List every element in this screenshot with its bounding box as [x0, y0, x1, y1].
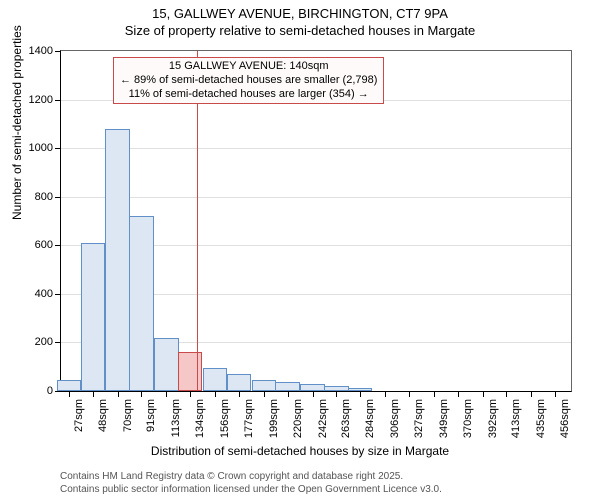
- footer-line1: Contains HM Land Registry data © Crown c…: [60, 470, 442, 483]
- annotation-line3: 11% of semi-detached houses are larger (…: [120, 88, 377, 102]
- gridline: [61, 197, 571, 198]
- xtick: [555, 391, 556, 397]
- y-axis-label: Number of semi-detached properties: [10, 25, 24, 220]
- annotation-box: 15 GALLWEY AVENUE: 140sqm← 89% of semi-d…: [113, 57, 384, 104]
- xtick: [239, 391, 240, 397]
- xtick-label: 70sqm: [122, 399, 134, 432]
- xtick-label: 306sqm: [389, 399, 401, 438]
- xtick: [360, 391, 361, 397]
- xtick: [215, 391, 216, 397]
- xtick-label: 349sqm: [438, 399, 450, 438]
- histogram-bar: [203, 368, 227, 391]
- histogram-bar: [105, 129, 129, 391]
- xtick-label: 242sqm: [317, 399, 329, 438]
- xtick-label: 113sqm: [170, 399, 182, 437]
- ytick-label: 1200: [29, 94, 61, 106]
- xtick-label: 263sqm: [340, 399, 352, 438]
- chart-area: 020040060080010001200140027sqm48sqm70sqm…: [60, 50, 570, 390]
- xtick: [69, 391, 70, 397]
- histogram-bar: [275, 382, 299, 391]
- xtick: [166, 391, 167, 397]
- chart-title-line1: 15, GALLWEY AVENUE, BIRCHINGTON, CT7 9PA: [0, 0, 600, 23]
- annotation-line1: 15 GALLWEY AVENUE: 140sqm: [120, 60, 377, 74]
- xtick: [264, 391, 265, 397]
- xtick-label: 220sqm: [292, 399, 304, 438]
- xtick-label: 156sqm: [219, 399, 231, 438]
- footer-line2: Contains public sector information licen…: [60, 483, 442, 496]
- xtick-label: 456sqm: [559, 399, 571, 438]
- plot-area: 020040060080010001200140027sqm48sqm70sqm…: [60, 50, 572, 392]
- xtick-label: 284sqm: [364, 399, 376, 438]
- histogram-bar: [129, 216, 153, 391]
- xtick-label: 435sqm: [535, 399, 547, 438]
- ytick-label: 600: [35, 239, 61, 251]
- xtick: [118, 391, 119, 397]
- xtick: [434, 391, 435, 397]
- annotation-line2: ← 89% of semi-detached houses are smalle…: [120, 74, 377, 88]
- xtick: [483, 391, 484, 397]
- xtick-label: 413sqm: [510, 399, 522, 438]
- ytick-label: 1400: [29, 45, 61, 57]
- chart-title-line2: Size of property relative to semi-detach…: [0, 23, 600, 38]
- xtick-label: 199sqm: [268, 399, 280, 438]
- histogram-bar: [81, 243, 105, 391]
- xtick: [313, 391, 314, 397]
- histogram-bar: [300, 384, 324, 391]
- xtick-label: 177sqm: [243, 399, 255, 438]
- xtick: [409, 391, 410, 397]
- ytick-label: 1000: [29, 142, 61, 154]
- ytick-label: 200: [35, 336, 61, 348]
- histogram-bar-highlight: [178, 352, 202, 391]
- ytick-label: 800: [35, 191, 61, 203]
- xtick-label: 134sqm: [194, 399, 206, 438]
- x-axis-label: Distribution of semi-detached houses by …: [0, 444, 600, 458]
- histogram-bar: [154, 338, 178, 391]
- xtick: [93, 391, 94, 397]
- xtick-label: 370sqm: [462, 399, 474, 438]
- histogram-bar: [57, 380, 81, 391]
- xtick-label: 91sqm: [145, 399, 157, 432]
- xtick: [141, 391, 142, 397]
- xtick: [288, 391, 289, 397]
- footer-text: Contains HM Land Registry data © Crown c…: [60, 470, 442, 496]
- xtick: [458, 391, 459, 397]
- ytick-label: 400: [35, 288, 61, 300]
- xtick-label: 327sqm: [413, 399, 425, 438]
- xtick: [336, 391, 337, 397]
- gridline: [61, 148, 571, 149]
- histogram-bar: [227, 374, 251, 391]
- xtick-label: 392sqm: [487, 399, 499, 438]
- chart-container: 15, GALLWEY AVENUE, BIRCHINGTON, CT7 9PA…: [0, 0, 600, 500]
- histogram-bar: [252, 380, 276, 391]
- xtick: [385, 391, 386, 397]
- xtick: [506, 391, 507, 397]
- xtick-label: 27sqm: [73, 399, 85, 432]
- xtick: [190, 391, 191, 397]
- xtick: [531, 391, 532, 397]
- xtick-label: 48sqm: [97, 399, 109, 432]
